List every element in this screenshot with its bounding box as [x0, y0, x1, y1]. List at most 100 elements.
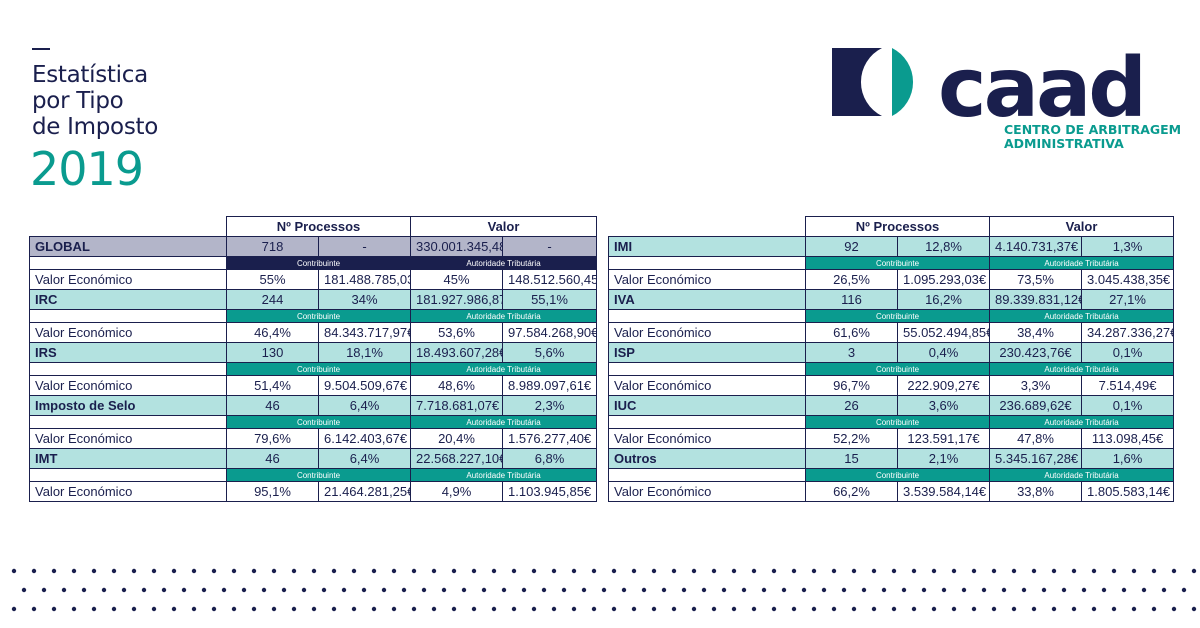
contribuinte-label: Contribuinte [225, 309, 412, 323]
table-row: IRS 130 18,1% 18.493.607,28€ 5,6% [29, 342, 598, 363]
contribuinte-percent: 95,1% [226, 481, 319, 502]
contribuinte-percent: 26,5% [805, 269, 898, 290]
valor-economico-label: Valor Económico [608, 269, 806, 290]
processos-percent: 2,1% [896, 448, 991, 469]
tax-name: ISP [608, 342, 806, 363]
sub-spacer [29, 256, 227, 270]
processos-count: 130 [226, 342, 319, 363]
processos-count: 116 [805, 289, 898, 310]
sub-spacer [608, 362, 806, 376]
sub-spacer [608, 468, 806, 482]
autoridade-label: Autoridade Tributária [989, 468, 1175, 482]
valor-economico-row: Valor Económico 79,6% 6.142.403,67€ 20,4% 1.… [29, 428, 598, 449]
table-row: Outros 15 2,1% 5.345.167,28€ 1,6% [608, 448, 1175, 469]
valor-amount: 181.927.986,87€ [410, 289, 504, 310]
contribuinte-label: Contribuinte [225, 415, 412, 429]
autoridade-percent: 33,8% [989, 481, 1083, 502]
valor-economico-row: Valor Económico 52,2% 123.591,17€ 47,8% 113.… [608, 428, 1175, 449]
valor-economico-label: Valor Económico [608, 428, 806, 449]
autoridade-amount: 148.512.560,45€ [502, 269, 598, 290]
sub-header-row: Contribuinte Autoridade Tributária [608, 468, 1175, 482]
autoridade-percent: 4,9% [410, 481, 504, 502]
autoridade-label: Autoridade Tributária [410, 256, 598, 270]
valor-economico-label: Valor Económico [29, 428, 227, 449]
valor-economico-row: Valor Económico 26,5% 1.095.293,03€ 73,5% 3.… [608, 269, 1175, 290]
valor-percent: 5,6% [502, 342, 598, 363]
processos-percent: 6,4% [317, 448, 412, 469]
valor-amount: 230.423,76€ [989, 342, 1083, 363]
sub-header-row: Contribuinte Autoridade Tributária [608, 309, 1175, 323]
valor-percent: 1,3% [1081, 236, 1175, 257]
contribuinte-percent: 51,4% [226, 375, 319, 396]
tax-name: IRS [29, 342, 227, 363]
valor-percent: 0,1% [1081, 342, 1175, 363]
header-spacer [30, 217, 227, 237]
contribuinte-label: Contribuinte [225, 256, 412, 270]
right-tax-table: Nº Processos Valor IMI 92 12,8% 4.140.731,37€… [608, 216, 1175, 502]
valor-economico-label: Valor Económico [29, 375, 227, 396]
contribuinte-label: Contribuinte [225, 468, 412, 482]
autoridade-amount: 97.584.268,90€ [502, 322, 598, 343]
header-spacer [609, 217, 806, 237]
valor-amount: 236.689,62€ [989, 395, 1083, 416]
tax-name: Imposto de Selo [29, 395, 227, 416]
tax-name: GLOBAL [29, 236, 227, 257]
valor-economico-row: Valor Económico 61,6% 55.052.494,85€ 38,4% 3… [608, 322, 1175, 343]
tax-name: IMI [608, 236, 806, 257]
autoridade-amount: 3.045.438,35€ [1081, 269, 1175, 290]
contribuinte-amount: 55.052.494,85€ [896, 322, 991, 343]
contribuinte-label: Contribuinte [804, 415, 991, 429]
table-row: IVA 116 16,2% 89.339.831,12€ 27,1% [608, 289, 1175, 310]
table-row: ISP 3 0,4% 230.423,76€ 0,1% [608, 342, 1175, 363]
contribuinte-amount: 3.539.584,14€ [896, 481, 991, 502]
sub-header-row: Contribuinte Autoridade Tributária [29, 468, 598, 482]
title-line-3: de Imposto [32, 114, 158, 140]
processos-percent: 0,4% [896, 342, 991, 363]
contribuinte-amount: 1.095.293,03€ [896, 269, 991, 290]
autoridade-percent: 38,4% [989, 322, 1083, 343]
valor-economico-label: Valor Económico [29, 322, 227, 343]
autoridade-amount: 113.098,45€ [1081, 428, 1175, 449]
processos-percent: 18,1% [317, 342, 412, 363]
caad-logo: caad [832, 41, 1147, 136]
autoridade-amount: 1.103.945,85€ [502, 481, 598, 502]
sub-header-row: Contribuinte Autoridade Tributária [608, 362, 1175, 376]
contribuinte-amount: 181.488.785,03€ [317, 269, 412, 290]
logo-mark-teal [892, 48, 914, 116]
autoridade-amount: 1.576.277,40€ [502, 428, 598, 449]
valor-economico-label: Valor Económico [608, 375, 806, 396]
autoridade-label: Autoridade Tributária [989, 362, 1175, 376]
sub-spacer [29, 309, 227, 323]
autoridade-percent: 48,6% [410, 375, 504, 396]
autoridade-amount: 34.287.336,27€ [1081, 322, 1175, 343]
autoridade-percent: 53,6% [410, 322, 504, 343]
sub-spacer [608, 415, 806, 429]
header-processos: Nº Processos [804, 216, 991, 237]
sub-spacer [29, 362, 227, 376]
valor-economico-row: Valor Económico 46,4% 84.343.717,97€ 53,6% 9… [29, 322, 598, 343]
autoridade-percent: 20,4% [410, 428, 504, 449]
contribuinte-percent: 46,4% [226, 322, 319, 343]
processos-percent: 12,8% [896, 236, 991, 257]
contribuinte-amount: 6.142.403,67€ [317, 428, 412, 449]
autoridade-percent: 45% [410, 269, 504, 290]
autoridade-label: Autoridade Tributária [410, 415, 598, 429]
valor-economico-label: Valor Económico [29, 269, 227, 290]
autoridade-label: Autoridade Tributária [410, 362, 598, 376]
valor-percent: 0,1% [1081, 395, 1175, 416]
contribuinte-percent: 96,7% [805, 375, 898, 396]
left-tax-table: Nº Processos Valor GLOBAL 718-330.001.345,4… [29, 216, 598, 502]
dot-pattern-row-1 [11, 568, 1197, 574]
logo-wordmark: caad [938, 41, 1144, 136]
sub-header-row: Contribuinte Autoridade Tributária [608, 415, 1175, 429]
valor-economico-row: Valor Económico 95,1% 21.464.281,25€ 4,9% 1.… [29, 481, 598, 502]
sub-header-row: Contribuinte Autoridade Tributária [29, 256, 598, 270]
processos-percent: 34% [317, 289, 412, 310]
autoridade-percent: 73,5% [989, 269, 1083, 290]
tax-name: Outros [608, 448, 806, 469]
valor-percent: 27,1% [1081, 289, 1175, 310]
autoridade-percent: 47,8% [989, 428, 1083, 449]
contribuinte-label: Contribuinte [804, 468, 991, 482]
sub-spacer [608, 256, 806, 270]
